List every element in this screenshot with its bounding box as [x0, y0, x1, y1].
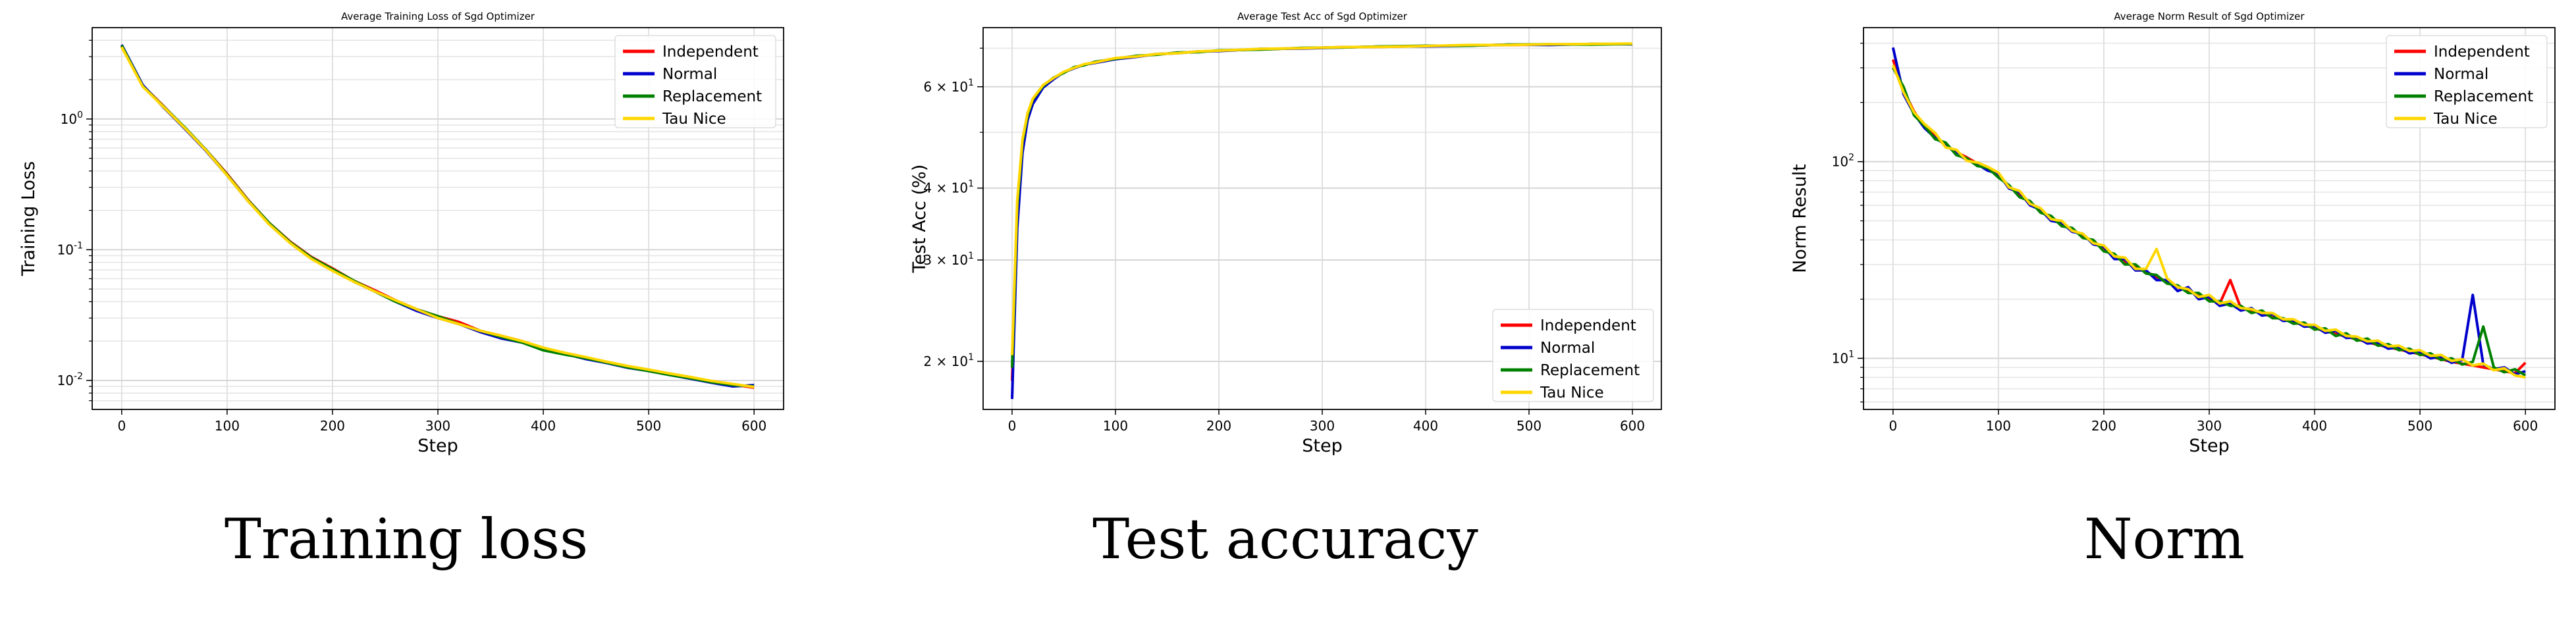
y-tick-label: 10-2 — [57, 371, 83, 388]
legend-box — [614, 35, 776, 128]
caption-training-loss: Training loss — [224, 507, 589, 571]
x-tick-label: 400 — [531, 418, 556, 434]
legend-label: Replacement — [662, 88, 762, 105]
chart-title: Average Norm Result of Sgd Optimizer — [2114, 11, 2305, 22]
y-tick-label: 100 — [61, 110, 83, 127]
y-tick-label: 102 — [1832, 153, 1854, 170]
x-tick-label: 300 — [1310, 418, 1335, 434]
x-tick-label: 500 — [1516, 418, 1542, 434]
y-axis-label: Training Loss — [18, 161, 39, 276]
caption-test-accuracy: Test accuracy — [1092, 507, 1478, 571]
legend: Independent Normal Replacement Tau Nice — [2386, 35, 2548, 128]
x-tick-label: 0 — [1008, 418, 1017, 434]
x-tick-label: 100 — [1103, 418, 1128, 434]
y-axis-label: Norm Result — [1790, 164, 1810, 273]
y-tick-label: 6 × 101 — [923, 78, 974, 95]
x-tick-label: 400 — [2302, 418, 2327, 434]
caption-norm: Norm — [2084, 507, 2245, 571]
y-tick-label: 2 × 101 — [923, 352, 974, 369]
legend-label: Normal — [662, 66, 717, 83]
x-tick-label: 600 — [1620, 418, 1645, 434]
chart-2: 0 100 200 300 400 500 600 2 × 101 3 × 101 4 × 101… — [909, 11, 1662, 456]
legend-label: Replacement — [1540, 362, 1640, 379]
y-tick-label: 3 × 101 — [923, 251, 974, 268]
legend-label: Independent — [2434, 43, 2530, 61]
chart-3: 0 100 200 300 400 500 600 102 101 Average Norm Re… — [1790, 11, 2556, 456]
series-line-tau-nice — [1011, 42, 1633, 355]
x-tick-label: 500 — [2407, 418, 2432, 434]
plot-frame — [92, 27, 784, 410]
y-tick-label: 101 — [1832, 349, 1854, 366]
legend-label: Tau Nice — [662, 111, 726, 128]
chart-1: 0 100 200 300 400 500 600 100 10-1 10-2 Average Tr… — [18, 11, 784, 456]
plot-frame — [982, 27, 1662, 410]
legend-box — [1492, 309, 1654, 402]
legend-label: Replacement — [2434, 88, 2533, 105]
x-tick-label: 400 — [1413, 418, 1438, 434]
plot-frame — [1863, 27, 2556, 410]
legend-label: Tau Nice — [2433, 111, 2498, 128]
x-tick-label: 200 — [2091, 418, 2116, 434]
x-tick-label: 200 — [320, 418, 345, 434]
x-tick-label: 200 — [1206, 418, 1231, 434]
x-axis-label: Step — [417, 436, 458, 456]
legend-label: Normal — [2434, 66, 2488, 83]
series-line-tau-nice — [121, 46, 755, 388]
x-tick-label: 600 — [741, 418, 766, 434]
chart-title: Average Test Acc of Sgd Optimizer — [1237, 11, 1408, 22]
y-tick-label: 4 × 101 — [923, 179, 974, 196]
legend: Independent Normal Replacement Tau Nice — [1492, 309, 1654, 402]
y-tick-label: 10-1 — [57, 240, 83, 257]
x-tick-label: 100 — [215, 418, 240, 434]
series-line-tau-nice — [1891, 64, 2526, 379]
x-axis-label: Step — [2189, 436, 2229, 456]
x-tick-label: 500 — [636, 418, 661, 434]
x-axis-label: Step — [1302, 436, 1342, 456]
series-line-replacement — [1892, 67, 2527, 377]
legend-label: Normal — [1540, 340, 1595, 357]
legend-label: Independent — [1540, 317, 1636, 334]
x-tick-label: 0 — [117, 418, 126, 434]
chart-title: Average Training Loss of Sgd Optimizer — [341, 11, 535, 22]
x-tick-label: 300 — [425, 418, 450, 434]
legend-box — [2386, 35, 2548, 128]
x-tick-label: 600 — [2513, 418, 2538, 434]
legend-label: Independent — [662, 43, 759, 61]
x-tick-label: 300 — [2197, 418, 2222, 434]
legend: Independent Normal Replacement Tau Nice — [614, 35, 776, 128]
legend-label: Tau Nice — [1540, 384, 1604, 402]
x-tick-label: 100 — [1986, 418, 2011, 434]
y-axis-label: Test Acc (%) — [909, 165, 930, 274]
x-tick-label: 0 — [1889, 418, 1897, 434]
